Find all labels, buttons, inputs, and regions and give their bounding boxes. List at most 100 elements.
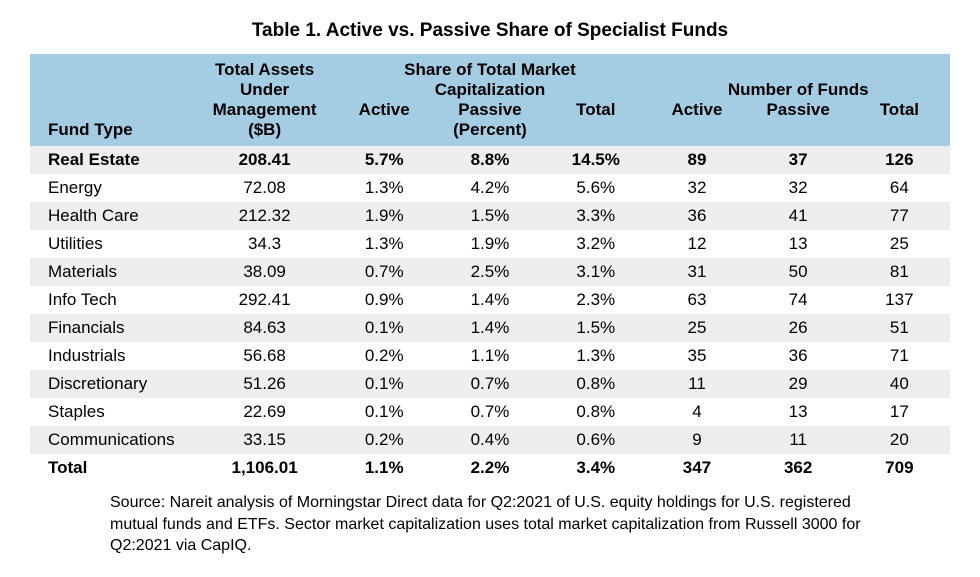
cell-share-passive: 0.4% <box>435 426 545 454</box>
cell-num-active: 11 <box>646 370 747 398</box>
cell-share-passive: 2.5% <box>435 258 545 286</box>
col-header-fund-type: Fund Type <box>30 120 196 146</box>
cell-num-active: 36 <box>646 202 747 230</box>
cell-share-passive: 0.7% <box>435 398 545 426</box>
col-header-num-total: Total <box>849 100 950 120</box>
cell-num-total: 51 <box>849 314 950 342</box>
table-row: Staples22.690.1%0.7%0.8%41317 <box>30 398 950 426</box>
cell-fund-type: Utilities <box>30 230 196 258</box>
table-row: Real Estate208.415.7%8.8%14.5%8937126 <box>30 146 950 174</box>
cell-fund-type: Industrials <box>30 342 196 370</box>
table-row: Industrials56.680.2%1.1%1.3%353671 <box>30 342 950 370</box>
cell-num-total: 17 <box>849 398 950 426</box>
cell-share-active: 1.3% <box>334 230 435 258</box>
cell-share-total: 3.4% <box>545 454 646 482</box>
cell-share-passive: 1.4% <box>435 314 545 342</box>
cell-share-active: 0.2% <box>334 426 435 454</box>
cell-num-total: 81 <box>849 258 950 286</box>
cell-fund-type: Info Tech <box>30 286 196 314</box>
col-header-share-unit: (Percent) <box>435 120 545 146</box>
cell-num-passive: 362 <box>748 454 849 482</box>
cell-num-passive: 41 <box>748 202 849 230</box>
cell-share-passive: 1.9% <box>435 230 545 258</box>
table-row: Info Tech292.410.9%1.4%2.3%6374137 <box>30 286 950 314</box>
cell-share-total: 14.5% <box>545 146 646 174</box>
table-title: Table 1. Active vs. Passive Share of Spe… <box>30 20 950 42</box>
cell-aum: 212.32 <box>196 202 334 230</box>
col-header-share-total: Total <box>545 100 646 120</box>
col-header-aum-3: Management <box>196 100 334 120</box>
table-row: Utilities34.31.3%1.9%3.2%121325 <box>30 230 950 258</box>
cell-share-active: 1.3% <box>334 174 435 202</box>
cell-num-active: 9 <box>646 426 747 454</box>
cell-fund-type: Real Estate <box>30 146 196 174</box>
cell-aum: 208.41 <box>196 146 334 174</box>
cell-share-passive: 0.7% <box>435 370 545 398</box>
cell-aum: 51.26 <box>196 370 334 398</box>
funds-table: Total Assets Share of Total Market Under… <box>30 54 950 482</box>
cell-share-total: 5.6% <box>545 174 646 202</box>
cell-num-total: 40 <box>849 370 950 398</box>
col-header-aum-4: ($B) <box>196 120 334 146</box>
cell-share-active: 0.2% <box>334 342 435 370</box>
cell-fund-type: Health Care <box>30 202 196 230</box>
cell-fund-type: Discretionary <box>30 370 196 398</box>
cell-share-passive: 1.1% <box>435 342 545 370</box>
cell-num-passive: 36 <box>748 342 849 370</box>
cell-share-total: 1.5% <box>545 314 646 342</box>
cell-share-total: 0.8% <box>545 398 646 426</box>
cell-num-passive: 74 <box>748 286 849 314</box>
cell-aum: 84.63 <box>196 314 334 342</box>
cell-share-total: 3.3% <box>545 202 646 230</box>
cell-num-total: 25 <box>849 230 950 258</box>
source-note: Source: Nareit analysis of Morningstar D… <box>30 492 950 557</box>
cell-num-total: 64 <box>849 174 950 202</box>
col-header-aum-2: Under <box>196 80 334 100</box>
table-row: Total1,106.011.1%2.2%3.4%347362709 <box>30 454 950 482</box>
cell-num-passive: 29 <box>748 370 849 398</box>
cell-aum: 1,106.01 <box>196 454 334 482</box>
cell-aum: 22.69 <box>196 398 334 426</box>
cell-num-passive: 26 <box>748 314 849 342</box>
cell-share-total: 2.3% <box>545 286 646 314</box>
cell-fund-type: Communications <box>30 426 196 454</box>
cell-num-passive: 13 <box>748 230 849 258</box>
cell-num-active: 35 <box>646 342 747 370</box>
cell-share-passive: 4.2% <box>435 174 545 202</box>
col-header-share-active: Active <box>334 100 435 120</box>
cell-num-total: 20 <box>849 426 950 454</box>
cell-fund-type: Materials <box>30 258 196 286</box>
table-row: Financials84.630.1%1.4%1.5%252651 <box>30 314 950 342</box>
cell-num-passive: 37 <box>748 146 849 174</box>
cell-num-passive: 50 <box>748 258 849 286</box>
cell-fund-type: Energy <box>30 174 196 202</box>
col-header-share-2: Capitalization <box>334 80 647 100</box>
cell-fund-type: Total <box>30 454 196 482</box>
table-row: Communications33.150.2%0.4%0.6%91120 <box>30 426 950 454</box>
cell-num-total: 709 <box>849 454 950 482</box>
cell-num-active: 32 <box>646 174 747 202</box>
cell-num-total: 126 <box>849 146 950 174</box>
cell-share-active: 0.1% <box>334 398 435 426</box>
table-row: Discretionary51.260.1%0.7%0.8%112940 <box>30 370 950 398</box>
cell-aum: 56.68 <box>196 342 334 370</box>
cell-num-active: 63 <box>646 286 747 314</box>
table-row: Health Care212.321.9%1.5%3.3%364177 <box>30 202 950 230</box>
cell-num-active: 25 <box>646 314 747 342</box>
cell-share-total: 0.6% <box>545 426 646 454</box>
cell-share-total: 0.8% <box>545 370 646 398</box>
cell-aum: 33.15 <box>196 426 334 454</box>
col-header-share-1: Share of Total Market <box>334 54 647 80</box>
table-body: Real Estate208.415.7%8.8%14.5%8937126Ene… <box>30 146 950 482</box>
cell-share-total: 3.1% <box>545 258 646 286</box>
col-header-share-passive: Passive <box>435 100 545 120</box>
col-header-aum-1: Total Assets <box>196 54 334 80</box>
cell-aum: 292.41 <box>196 286 334 314</box>
table-row: Energy72.081.3%4.2%5.6%323264 <box>30 174 950 202</box>
cell-share-active: 0.7% <box>334 258 435 286</box>
cell-share-active: 0.9% <box>334 286 435 314</box>
table-header: Total Assets Share of Total Market Under… <box>30 54 950 146</box>
cell-share-total: 1.3% <box>545 342 646 370</box>
cell-aum: 38.09 <box>196 258 334 286</box>
cell-num-active: 347 <box>646 454 747 482</box>
